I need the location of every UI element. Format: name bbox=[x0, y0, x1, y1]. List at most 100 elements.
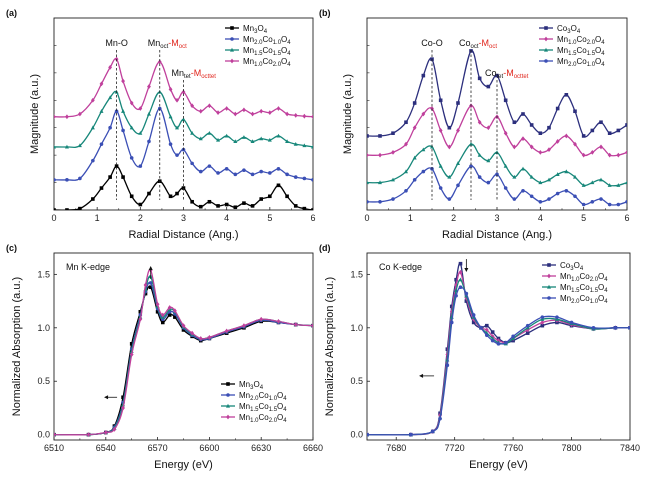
data-point bbox=[449, 320, 454, 325]
legend-marker bbox=[226, 393, 230, 397]
data-point bbox=[590, 128, 595, 133]
data-point bbox=[198, 136, 203, 141]
data-point bbox=[148, 281, 153, 285]
data-point bbox=[591, 326, 596, 330]
panel-label: (c) bbox=[6, 243, 17, 253]
data-point bbox=[628, 326, 630, 330]
data-point bbox=[486, 158, 491, 163]
data-point bbox=[438, 163, 443, 168]
data-point bbox=[167, 313, 172, 317]
data-point bbox=[458, 285, 463, 289]
data-point bbox=[477, 76, 482, 81]
legend: Mn3O4Mn2.0Co1.0O4Mn1.5Co1.5O4Mn1.0Co2.0O… bbox=[221, 380, 287, 424]
data-point bbox=[285, 111, 289, 117]
data-point bbox=[268, 194, 272, 199]
data-point bbox=[216, 137, 221, 142]
legend-entry: Mn1.5Co1.5O4 bbox=[557, 46, 605, 57]
data-point bbox=[250, 111, 255, 117]
data-point bbox=[486, 84, 491, 89]
data-point bbox=[573, 174, 577, 179]
data-point bbox=[311, 323, 313, 329]
x-tick-label: 3 bbox=[494, 213, 499, 223]
data-point bbox=[77, 143, 82, 148]
data-point bbox=[599, 120, 603, 125]
x-tick-label: 7800 bbox=[562, 443, 582, 453]
data-point bbox=[547, 125, 551, 130]
data-point bbox=[573, 141, 577, 147]
legend: Co3O4Mn1.0Co2.0O4Mn1.5Co1.5O4Mn2.0Co1.0O… bbox=[539, 24, 605, 68]
data-point bbox=[175, 153, 179, 157]
data-point bbox=[625, 180, 627, 185]
data-point bbox=[412, 178, 417, 182]
data-point bbox=[250, 172, 255, 177]
legend-entry: Co3O4 bbox=[557, 24, 581, 35]
legend-entry: Mn2.0Co1.0O4 bbox=[560, 294, 608, 305]
data-point bbox=[121, 128, 125, 133]
data-point bbox=[378, 134, 382, 138]
x-tick-label: 6660 bbox=[303, 443, 323, 453]
legend-entry: Mn3O4 bbox=[239, 380, 264, 391]
x-tick-label: 7720 bbox=[445, 443, 465, 453]
data-point bbox=[138, 164, 143, 168]
data-point bbox=[198, 204, 203, 209]
data-point bbox=[78, 111, 82, 117]
legend-marker bbox=[230, 47, 234, 52]
data-point bbox=[233, 172, 238, 177]
data-point bbox=[129, 194, 134, 199]
data-point bbox=[293, 175, 298, 179]
data-point bbox=[616, 202, 621, 207]
data-point bbox=[412, 101, 417, 105]
data-point bbox=[233, 111, 238, 117]
data-point bbox=[250, 204, 255, 208]
data-point bbox=[454, 293, 458, 298]
data-point bbox=[78, 206, 82, 210]
data-point bbox=[311, 144, 313, 149]
data-point bbox=[276, 318, 281, 324]
data-point bbox=[207, 199, 212, 204]
data-point bbox=[511, 334, 515, 339]
x-tick-label: 6570 bbox=[148, 443, 168, 453]
y-tick-label: 1.0 bbox=[350, 323, 363, 333]
y-tick-label: 0.5 bbox=[350, 376, 363, 386]
y-tick-label: 0.0 bbox=[37, 430, 50, 440]
data-point bbox=[525, 325, 530, 330]
data-point bbox=[447, 174, 452, 179]
data-point bbox=[625, 123, 627, 127]
data-point bbox=[54, 178, 56, 182]
data-point bbox=[477, 119, 482, 125]
data-point bbox=[168, 86, 173, 92]
data-point bbox=[293, 112, 298, 118]
data-point bbox=[168, 194, 173, 199]
data-point bbox=[285, 139, 290, 144]
data-point bbox=[590, 199, 595, 204]
data-point bbox=[547, 147, 551, 153]
y-axis-label: Magnitude (a.u.) bbox=[342, 74, 354, 154]
legend-entry: Mn2.0Co1.0O4 bbox=[239, 391, 287, 402]
x-tick-label: 6540 bbox=[96, 443, 116, 453]
legend-marker bbox=[547, 284, 551, 289]
data-point bbox=[293, 322, 298, 327]
data-point bbox=[511, 336, 516, 341]
data-point bbox=[447, 144, 452, 150]
y-tick-label: 0.0 bbox=[350, 430, 363, 440]
data-point bbox=[581, 202, 586, 207]
data-point bbox=[581, 134, 586, 138]
data-point bbox=[311, 114, 313, 120]
x-tick-label: 2 bbox=[138, 213, 143, 223]
data-point bbox=[190, 103, 195, 109]
data-point bbox=[555, 315, 559, 319]
data-point bbox=[302, 143, 307, 148]
data-point bbox=[367, 180, 369, 185]
data-point bbox=[391, 150, 395, 155]
data-point bbox=[293, 141, 298, 146]
data-point bbox=[259, 108, 264, 114]
data-point bbox=[430, 429, 435, 434]
x-tick-label: 6 bbox=[310, 213, 315, 223]
x-tick-label: 6630 bbox=[251, 443, 271, 453]
data-point bbox=[207, 164, 212, 168]
data-point bbox=[547, 177, 551, 182]
data-point bbox=[454, 277, 458, 282]
series-group bbox=[54, 267, 313, 438]
x-axis-label: Radial Distance (Ang.) bbox=[442, 229, 552, 241]
data-point bbox=[233, 205, 238, 210]
